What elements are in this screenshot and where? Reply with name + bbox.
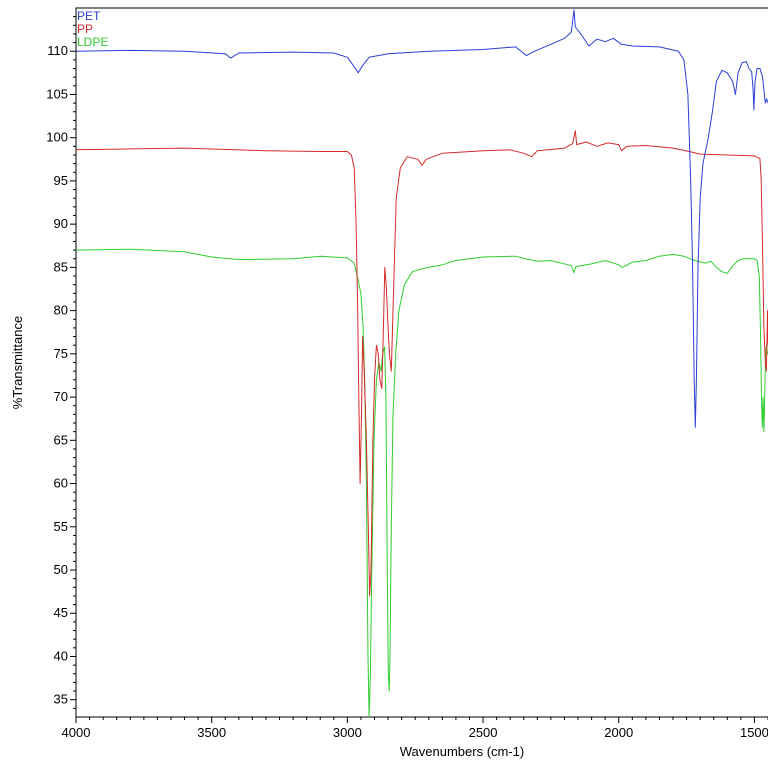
y-tick-label: 45 xyxy=(54,605,68,620)
y-tick-label: 55 xyxy=(54,519,68,534)
x-tick-label: 2500 xyxy=(469,725,498,740)
y-tick-label: 95 xyxy=(54,173,68,188)
x-axis-title: Wavenumbers (cm-1) xyxy=(400,744,524,759)
plot-frame xyxy=(75,7,768,718)
y-tick-label: 80 xyxy=(54,303,68,318)
y-tick-label: 100 xyxy=(46,130,68,145)
legend-entry-ldpe: LDPE xyxy=(77,35,108,49)
series-line-ldpe xyxy=(76,248,768,717)
y-tick-label: 35 xyxy=(54,692,68,707)
series-line-pp xyxy=(76,130,768,597)
y-axis-ticks: 35 40 45 50 55 60 65 70 75 80 85 90 95 100 105 110 xyxy=(46,16,76,709)
y-tick-label: 65 xyxy=(54,432,68,447)
y-tick-label: 50 xyxy=(54,562,68,577)
series-line-pet xyxy=(76,9,768,428)
y-tick-label: 85 xyxy=(54,259,68,274)
y-tick-label: 90 xyxy=(54,216,68,231)
legend-entry-pp: PP xyxy=(77,22,93,36)
x-tick-label: 3000 xyxy=(333,725,362,740)
x-tick-label: 3500 xyxy=(197,725,226,740)
y-tick-label: 60 xyxy=(54,476,68,491)
x-axis-ticks: 4000 3500 3000 2500 2000 1500 xyxy=(62,717,768,740)
legend-entry-pet: PET xyxy=(77,9,101,23)
y-tick-label: 75 xyxy=(54,346,68,361)
x-tick-label: 1500 xyxy=(740,725,768,740)
series-layer xyxy=(76,9,768,717)
y-tick-label: 70 xyxy=(54,389,68,404)
y-tick-label: 40 xyxy=(54,648,68,663)
x-tick-label: 2000 xyxy=(604,725,633,740)
y-tick-label: 105 xyxy=(46,86,68,101)
x-tick-label: 4000 xyxy=(62,725,91,740)
y-tick-label: 110 xyxy=(47,43,68,58)
y-axis-title: %Transmittance xyxy=(10,316,25,409)
plot-area xyxy=(75,7,768,718)
